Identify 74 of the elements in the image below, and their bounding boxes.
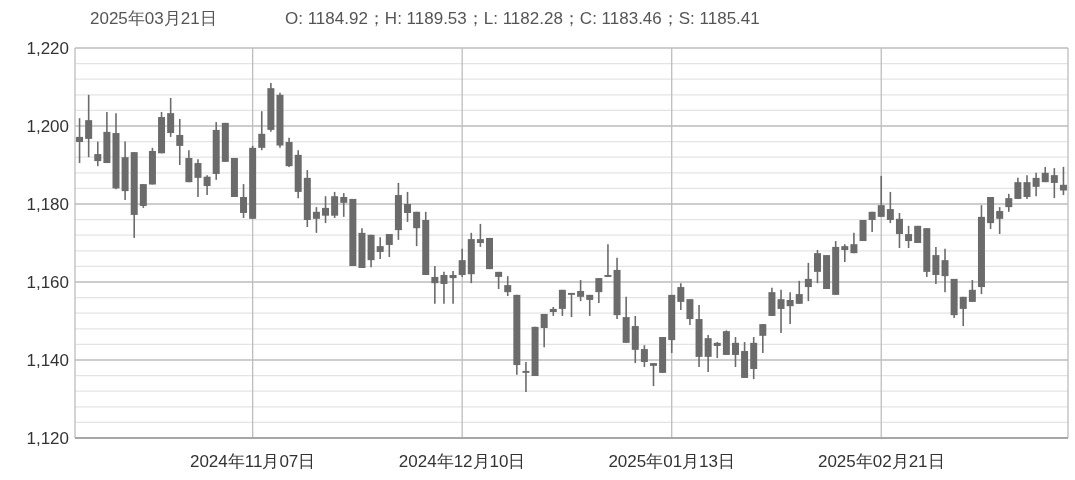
- candlestick: [94, 140, 102, 167]
- x-tick-label: 2025年02月21日: [817, 452, 945, 471]
- candlestick: [1050, 167, 1058, 199]
- y-tick-label: 1,120: [26, 429, 69, 448]
- candlestick: [85, 94, 93, 158]
- candlestick: [877, 175, 885, 218]
- candlestick: [504, 275, 512, 297]
- candlestick: [1023, 174, 1031, 200]
- candlestick: [959, 296, 967, 327]
- candlestick: [540, 313, 548, 348]
- candlestick: [768, 287, 776, 317]
- candlestick: [677, 282, 685, 311]
- candlestick: [886, 191, 894, 224]
- candlestick: [440, 271, 448, 305]
- y-tick-label: 1,160: [26, 273, 69, 292]
- candlestick: [458, 248, 466, 278]
- candlestick: [759, 323, 767, 354]
- candlestick: [713, 341, 721, 359]
- candlestick: [731, 336, 739, 368]
- candlestick: [322, 195, 330, 224]
- text: O: 1184.92；H: 1189.53；L: 1182.28；C: 1183.46；S: 1185.41: [285, 9, 760, 28]
- candlestick: [240, 183, 248, 219]
- candlestick: [1032, 172, 1040, 197]
- candlestick: [1059, 166, 1067, 196]
- candlestick: [941, 248, 949, 293]
- candlestick: [631, 315, 639, 364]
- candlestick: [522, 361, 530, 393]
- candlestick: [640, 344, 648, 368]
- candlestick: [704, 334, 712, 373]
- candlestick: [376, 236, 384, 260]
- candlestick: [431, 265, 439, 305]
- candlestick: [167, 97, 175, 138]
- candlestick: [312, 206, 320, 234]
- candlestick: [139, 183, 147, 209]
- candlestick: [604, 243, 612, 278]
- candlestick: [649, 362, 657, 387]
- candlestick: [841, 243, 849, 263]
- candlestick: [340, 192, 348, 218]
- candlestick: [722, 329, 730, 356]
- candlestick: [996, 206, 1004, 235]
- text: 2025年03月21日: [90, 9, 217, 28]
- candlestick: [968, 279, 976, 303]
- candlestick: [804, 262, 812, 302]
- candlestick: [568, 292, 575, 318]
- candlestick: [258, 110, 266, 151]
- candlestick: [476, 223, 484, 248]
- y-tick-label: 1,220: [26, 39, 69, 58]
- candlestick: [449, 270, 457, 305]
- candlestick: [413, 211, 421, 247]
- candlestick: [385, 233, 393, 258]
- candlestick: [777, 289, 785, 334]
- candlestick: [331, 191, 339, 219]
- x-tick-label: 2025年01月13日: [608, 452, 736, 471]
- candlestick: [795, 280, 803, 305]
- candlestick: [786, 291, 794, 325]
- candlestick: [404, 191, 412, 223]
- candlestick: [932, 246, 940, 285]
- candlestick: [595, 277, 603, 304]
- x-tick-label: 2024年12月10日: [398, 452, 526, 471]
- candlestick: [813, 249, 821, 284]
- y-tick-label: 1,200: [26, 117, 69, 136]
- candlestick: [895, 212, 903, 249]
- candlestick: [194, 158, 202, 198]
- y-tick-label: 1,180: [26, 195, 69, 214]
- candlestick: [686, 298, 694, 326]
- candlestick: [76, 117, 84, 164]
- candlestick: [1014, 177, 1022, 200]
- candlestick: [905, 225, 913, 249]
- candlestick: [203, 174, 211, 196]
- candlestick: [577, 279, 585, 302]
- y-tick-label: 1,140: [26, 351, 69, 370]
- candlestick: [558, 289, 566, 317]
- x-tick-label: 2024年11月07日: [189, 452, 316, 471]
- candlestick: [176, 118, 184, 166]
